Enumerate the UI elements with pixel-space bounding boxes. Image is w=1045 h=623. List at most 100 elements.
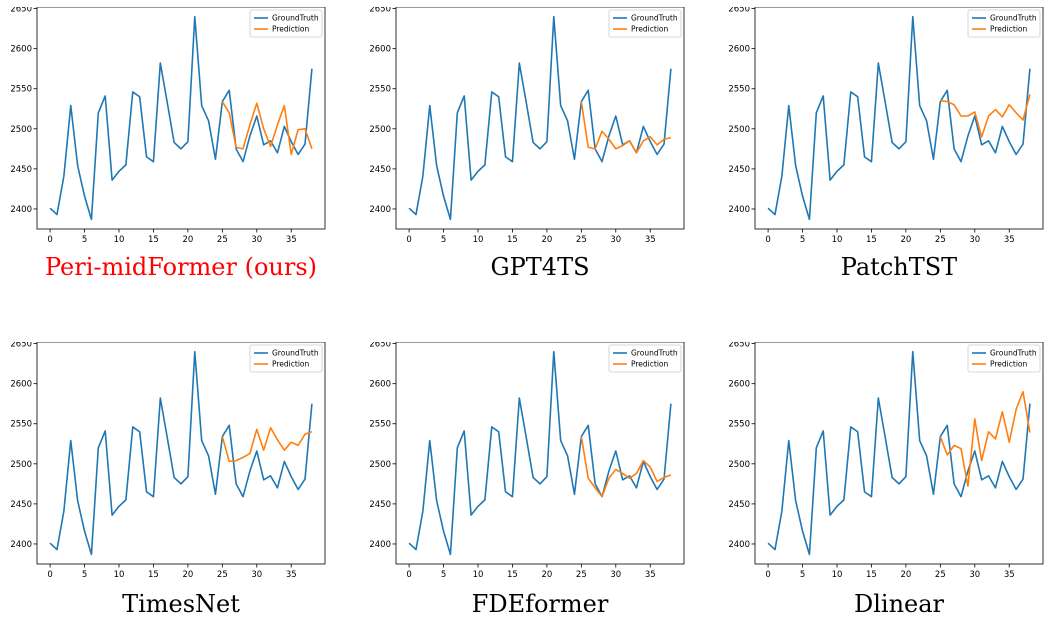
y-tick-label: 2600 xyxy=(369,45,391,55)
x-tick-label: 30 xyxy=(251,570,262,580)
prediction-line xyxy=(580,436,672,498)
axes-frame xyxy=(754,342,1044,565)
y-tick-label: 2500 xyxy=(10,460,32,470)
y-tick-label: 2450 xyxy=(728,500,750,510)
legend: GroundTruth Prediction xyxy=(967,344,1041,373)
axes-frame xyxy=(395,342,685,565)
legend-label: GroundTruth xyxy=(631,14,678,23)
x-tick-label: 10 xyxy=(114,235,125,245)
x-tick-label: 20 xyxy=(541,235,552,245)
y-tick-label: 2450 xyxy=(10,500,32,510)
y-tick-label: 2400 xyxy=(369,540,391,550)
legend-label: GroundTruth xyxy=(272,349,319,358)
x-tick-label: 5 xyxy=(800,235,805,245)
ground-truth-line xyxy=(408,350,672,556)
y-tick-label: 2400 xyxy=(10,540,32,550)
y-tick-label: 2550 xyxy=(369,85,391,95)
y-tick-label: 2450 xyxy=(728,165,750,175)
legend-label: GroundTruth xyxy=(990,14,1037,23)
prediction-line xyxy=(940,94,1031,138)
x-tick-label: 10 xyxy=(473,570,484,580)
y-tick-label: 2600 xyxy=(10,380,32,390)
y-tick-label: 2400 xyxy=(728,205,750,215)
y-tick-label: 2500 xyxy=(728,125,750,135)
y-tick-label: 2650 xyxy=(10,342,32,350)
chart-panel-5: 0 5 10 15 20 25 30 35 2400 2450 2500 2550 2600 2650 Gr… xyxy=(369,342,685,580)
y-tick-label: 2550 xyxy=(10,420,32,430)
axes-frame xyxy=(395,7,685,230)
y-tick-label: 2400 xyxy=(369,205,391,215)
x-tick-label: 25 xyxy=(935,570,946,580)
y-tick-label: 2650 xyxy=(728,7,750,15)
x-tick-label: 5 xyxy=(82,235,87,245)
x-tick-label: 20 xyxy=(182,235,193,245)
legend-box xyxy=(249,9,323,38)
y-tick-label: 2500 xyxy=(10,125,32,135)
x-tick-label: 15 xyxy=(866,235,877,245)
x-tick-label: 0 xyxy=(765,570,770,580)
chart-panel-1: 0 5 10 15 20 25 30 35 2400 2450 2500 2550 2600 2650 Gr… xyxy=(10,7,326,245)
y-tick-label: 2450 xyxy=(10,165,32,175)
x-tick-label: 20 xyxy=(900,570,911,580)
x-tick-label: 35 xyxy=(1004,235,1015,245)
prediction-line xyxy=(221,101,313,156)
y-tick-label: 2500 xyxy=(728,460,750,470)
y-tick-label: 2500 xyxy=(369,460,391,470)
model-caption: TimesNet xyxy=(122,590,240,618)
legend: GroundTruth Prediction xyxy=(249,9,323,38)
x-tick-label: 5 xyxy=(441,570,446,580)
x-tick-label: 15 xyxy=(507,235,518,245)
x-tick-label: 20 xyxy=(182,570,193,580)
legend: GroundTruth Prediction xyxy=(249,344,323,373)
x-tick-label: 30 xyxy=(969,570,980,580)
y-tick-label: 2600 xyxy=(728,380,750,390)
x-tick-label: 10 xyxy=(473,235,484,245)
x-tick-label: 35 xyxy=(286,235,297,245)
y-tick-label: 2600 xyxy=(369,380,391,390)
model-caption: GPT4TS xyxy=(490,253,590,281)
x-tick-label: 35 xyxy=(645,570,656,580)
x-tick-label: 15 xyxy=(148,235,159,245)
y-tick-label: 2650 xyxy=(10,7,32,15)
y-tick-label: 2550 xyxy=(728,420,750,430)
model-caption: Peri-midFormer (ours) xyxy=(44,253,318,281)
ground-truth-line xyxy=(767,350,1031,556)
x-tick-label: 0 xyxy=(406,570,411,580)
chart-panel-4: 0 5 10 15 20 25 30 35 2400 2450 2500 2550 2600 2650 Gr… xyxy=(10,342,326,580)
legend-label: GroundTruth xyxy=(631,349,678,358)
chart-panel-2: 0 5 10 15 20 25 30 35 2400 2450 2500 2550 2600 2650 Gr… xyxy=(369,7,685,245)
legend-label: Prediction xyxy=(631,25,669,34)
ground-truth-line xyxy=(408,15,672,221)
x-tick-label: 15 xyxy=(507,570,518,580)
legend-label: Prediction xyxy=(990,360,1028,369)
x-tick-label: 0 xyxy=(47,570,52,580)
x-tick-label: 0 xyxy=(765,235,770,245)
legend-box xyxy=(608,344,682,373)
model-caption: Dlinear xyxy=(853,590,945,618)
axes-frame xyxy=(36,342,326,565)
ground-truth-line xyxy=(767,15,1031,221)
prediction-line xyxy=(221,426,313,463)
x-tick-label: 25 xyxy=(935,235,946,245)
y-tick-label: 2550 xyxy=(369,420,391,430)
axes-frame xyxy=(754,7,1044,230)
ground-truth-line xyxy=(49,15,313,221)
x-tick-label: 10 xyxy=(832,570,843,580)
x-tick-label: 25 xyxy=(217,235,228,245)
x-tick-label: 30 xyxy=(251,235,262,245)
legend-label: GroundTruth xyxy=(990,349,1037,358)
legend-label: GroundTruth xyxy=(272,14,319,23)
x-tick-label: 20 xyxy=(900,235,911,245)
x-tick-label: 15 xyxy=(866,570,877,580)
legend-label: Prediction xyxy=(631,360,669,369)
y-tick-label: 2600 xyxy=(728,45,750,55)
x-tick-label: 30 xyxy=(610,235,621,245)
y-tick-label: 2550 xyxy=(728,85,750,95)
x-tick-label: 10 xyxy=(114,570,125,580)
legend-box xyxy=(608,9,682,38)
legend: GroundTruth Prediction xyxy=(608,9,682,38)
x-tick-label: 15 xyxy=(148,570,159,580)
legend: GroundTruth Prediction xyxy=(967,9,1041,38)
y-tick-label: 2400 xyxy=(10,205,32,215)
x-tick-label: 25 xyxy=(576,235,587,245)
